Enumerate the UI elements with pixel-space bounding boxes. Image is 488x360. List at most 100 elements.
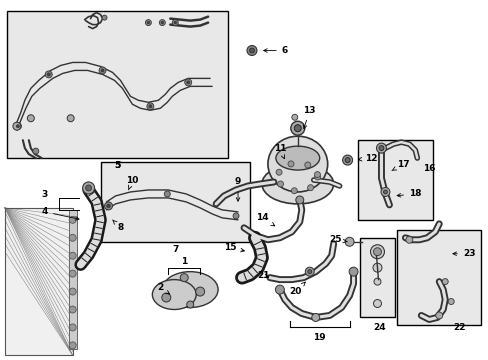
Circle shape <box>314 174 320 180</box>
Bar <box>7 11 227 158</box>
Bar <box>68 210 77 349</box>
Bar <box>359 238 395 318</box>
Text: 19: 19 <box>313 333 325 342</box>
Circle shape <box>291 188 297 194</box>
Circle shape <box>276 169 282 175</box>
Circle shape <box>69 306 76 313</box>
Text: 22: 22 <box>452 323 465 332</box>
Circle shape <box>164 191 170 197</box>
Circle shape <box>294 125 301 132</box>
Circle shape <box>13 122 21 130</box>
Text: 21: 21 <box>257 271 270 280</box>
Circle shape <box>104 202 112 210</box>
Text: 13: 13 <box>303 106 315 129</box>
Circle shape <box>195 287 204 296</box>
Text: 11: 11 <box>273 144 285 159</box>
Bar <box>5 208 73 355</box>
Circle shape <box>370 245 384 259</box>
Bar <box>397 230 480 325</box>
Circle shape <box>69 216 76 223</box>
Circle shape <box>69 234 76 241</box>
Text: 20: 20 <box>289 282 305 296</box>
Circle shape <box>106 204 110 208</box>
Circle shape <box>69 252 76 259</box>
Ellipse shape <box>267 136 327 192</box>
Circle shape <box>441 279 447 285</box>
Circle shape <box>447 298 453 305</box>
Circle shape <box>17 125 20 128</box>
Ellipse shape <box>275 146 319 170</box>
Text: 10: 10 <box>126 176 138 190</box>
Circle shape <box>249 48 254 53</box>
Bar <box>357 140 432 220</box>
Circle shape <box>14 123 21 130</box>
Circle shape <box>290 121 304 135</box>
Circle shape <box>69 324 76 331</box>
Circle shape <box>314 172 320 177</box>
Circle shape <box>33 148 39 154</box>
Circle shape <box>161 21 163 24</box>
Circle shape <box>162 293 170 302</box>
Circle shape <box>69 342 76 349</box>
Circle shape <box>69 270 76 277</box>
Text: 8: 8 <box>112 220 123 232</box>
Circle shape <box>373 300 381 307</box>
Text: 7: 7 <box>172 245 178 254</box>
Ellipse shape <box>262 164 333 204</box>
Circle shape <box>246 45 256 55</box>
Circle shape <box>378 146 383 150</box>
Text: 18: 18 <box>396 189 421 198</box>
Circle shape <box>345 158 349 163</box>
Text: 4: 4 <box>41 207 79 220</box>
Circle shape <box>45 71 52 78</box>
Circle shape <box>47 73 50 76</box>
Text: 12: 12 <box>358 154 377 163</box>
Circle shape <box>148 105 152 108</box>
Text: 5: 5 <box>114 161 121 170</box>
Text: 1: 1 <box>181 257 187 266</box>
Text: 17: 17 <box>391 159 409 171</box>
Bar <box>101 162 249 242</box>
Circle shape <box>304 162 310 168</box>
Circle shape <box>27 115 34 122</box>
Text: 25: 25 <box>329 235 346 244</box>
Circle shape <box>287 161 293 167</box>
Circle shape <box>342 155 352 165</box>
Circle shape <box>307 270 311 274</box>
Circle shape <box>373 278 380 285</box>
Text: 16: 16 <box>422 163 435 172</box>
Circle shape <box>311 314 319 321</box>
Circle shape <box>147 21 149 24</box>
Circle shape <box>305 267 314 276</box>
Text: 14: 14 <box>255 213 274 226</box>
Text: 6: 6 <box>263 46 287 55</box>
Circle shape <box>184 79 191 86</box>
Text: 3: 3 <box>41 190 48 199</box>
Circle shape <box>159 20 165 26</box>
Ellipse shape <box>162 272 218 307</box>
Circle shape <box>85 185 91 191</box>
Circle shape <box>307 185 313 191</box>
Circle shape <box>99 67 106 74</box>
Bar <box>5 208 73 355</box>
Circle shape <box>435 312 442 319</box>
Circle shape <box>345 237 353 246</box>
Text: 15: 15 <box>224 243 244 252</box>
Circle shape <box>102 15 107 20</box>
Circle shape <box>67 115 74 122</box>
Circle shape <box>383 190 386 194</box>
Circle shape <box>405 236 412 243</box>
Circle shape <box>186 301 193 308</box>
Circle shape <box>101 69 104 72</box>
Circle shape <box>373 248 381 256</box>
Circle shape <box>146 103 154 110</box>
Circle shape <box>69 288 76 295</box>
Circle shape <box>348 267 357 276</box>
Circle shape <box>145 20 151 26</box>
Text: 23: 23 <box>452 249 474 258</box>
Circle shape <box>174 21 176 24</box>
Text: 9: 9 <box>234 177 241 201</box>
Ellipse shape <box>152 280 196 310</box>
Circle shape <box>376 143 386 153</box>
Circle shape <box>275 285 284 294</box>
